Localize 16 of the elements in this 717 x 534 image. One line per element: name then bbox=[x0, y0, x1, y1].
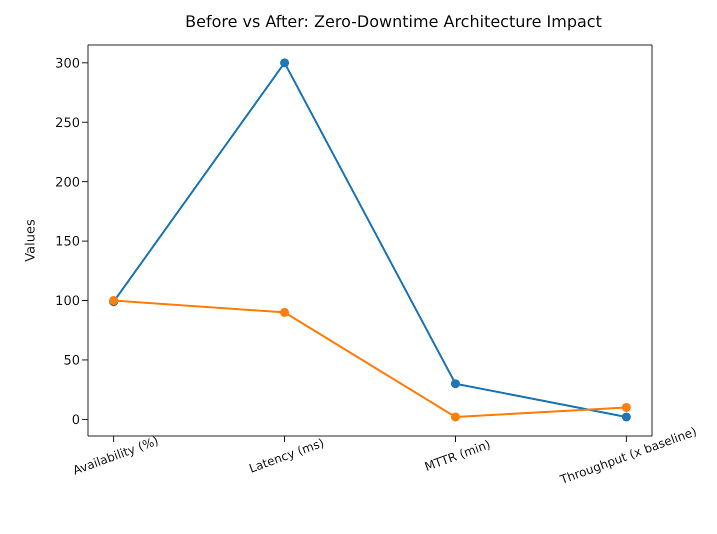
y-tick-label: 0 bbox=[72, 412, 80, 428]
y-tick-label: 300 bbox=[55, 56, 80, 72]
point bbox=[280, 308, 290, 317]
y-tick-label: 50 bbox=[63, 354, 80, 369]
y-tick-label: 250 bbox=[55, 116, 80, 131]
y-tick-label: 200 bbox=[55, 175, 80, 190]
point bbox=[450, 379, 460, 388]
point bbox=[622, 412, 631, 422]
y-tick-label: 100 bbox=[55, 294, 80, 310]
y-tick-label: 150 bbox=[55, 234, 80, 250]
point bbox=[280, 58, 290, 68]
y-axis-title: Values bbox=[24, 219, 39, 262]
point bbox=[450, 412, 460, 422]
chart-title: Before vs After: Zero-Downtime Architecture Impact bbox=[184, 11, 603, 33]
x-tick-label: MTTR (min) bbox=[422, 437, 492, 474]
point bbox=[622, 402, 631, 412]
